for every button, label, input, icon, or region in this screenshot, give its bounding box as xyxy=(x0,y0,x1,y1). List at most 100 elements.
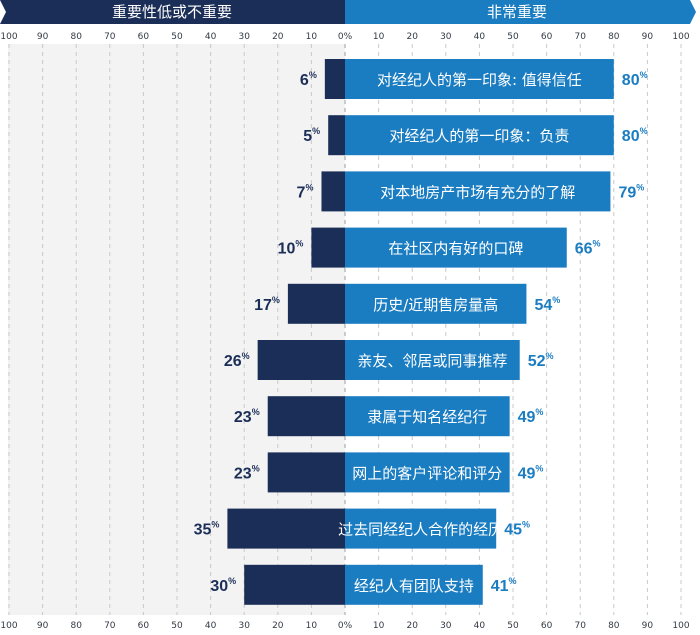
bar-low-importance xyxy=(257,340,345,380)
bar-very-important xyxy=(345,283,527,324)
value-label-left: 26% xyxy=(224,351,250,370)
x-tick-label: 40 xyxy=(205,32,217,42)
x-tick-label: 80 xyxy=(608,621,620,631)
value-label-left: 17% xyxy=(254,295,280,314)
x-tick-label: 40 xyxy=(205,621,217,631)
category-label: 过去同经纪人合作的经历 xyxy=(338,521,503,539)
bar-very-important xyxy=(345,227,567,268)
x-tick-label: 100 xyxy=(672,621,689,631)
category-label: 网上的客户评论和评分 xyxy=(352,464,502,482)
header-left-label: 重要性低或不重要 xyxy=(112,3,232,21)
bar-low-importance xyxy=(328,115,345,156)
x-tick-label: 80 xyxy=(608,32,620,42)
header-left-banner xyxy=(0,0,345,24)
x-tick-label: 20 xyxy=(272,621,284,631)
x-tick-label: 80 xyxy=(70,621,82,631)
header-right-banner xyxy=(345,0,696,24)
bar-low-importance xyxy=(321,171,345,212)
category-label: 在社区内有好的口碑 xyxy=(388,240,523,258)
x-tick-label: 10 xyxy=(306,621,318,631)
x-tick-label: 50 xyxy=(171,32,183,42)
x-tick-label: 70 xyxy=(574,621,586,631)
x-tick-label: 90 xyxy=(642,32,654,42)
value-label-left: 10% xyxy=(278,239,304,258)
bar-low-importance xyxy=(287,283,345,324)
value-label-right: 80% xyxy=(622,126,648,145)
x-tick-label: 70 xyxy=(104,32,116,42)
bar-low-importance xyxy=(227,508,345,549)
bar-low-importance xyxy=(324,59,345,99)
category-label: 隶属于知名经纪行 xyxy=(367,408,487,426)
x-tick-label: 40 xyxy=(474,32,486,42)
x-tick-label: 20 xyxy=(406,621,418,631)
value-label-right: 80% xyxy=(622,70,648,89)
bar-very-important xyxy=(345,396,510,437)
x-tick-label: 90 xyxy=(37,32,49,42)
value-label-left: 23% xyxy=(234,463,260,482)
bar-low-importance xyxy=(267,396,345,437)
x-tick-label: 60 xyxy=(541,621,553,631)
x-axis-bottom: 100 90 80 70 60 50 40 30 20 10 0% 10 20 30 40 50 60 70 80 9… xyxy=(0,621,689,631)
x-tick-label: 40 xyxy=(474,621,486,631)
value-label-left: 6% xyxy=(300,70,317,89)
bars: 对经纪人的第一印象: 值得信任 6% 80% 对经纪人的第一印象：负责 5% 80% 对本地… xyxy=(194,59,648,605)
x-tick-label: 60 xyxy=(541,32,553,42)
value-label-right: 49% xyxy=(518,407,544,426)
bar-very-important xyxy=(345,340,520,380)
x-tick-label: 10 xyxy=(373,32,385,42)
x-tick-label: 20 xyxy=(406,32,418,42)
bar-very-important xyxy=(345,171,611,212)
x-tick-label: 10 xyxy=(306,32,318,42)
x-tick-label: 50 xyxy=(171,621,183,631)
x-tick-label: 0% xyxy=(338,621,353,631)
value-label-left: 30% xyxy=(210,576,236,595)
x-tick-label: 80 xyxy=(70,32,82,42)
bar-low-importance xyxy=(267,452,345,493)
header-right-label: 非常重要 xyxy=(487,3,547,21)
x-tick-label: 30 xyxy=(440,621,452,631)
category-label: 对本地房产市场有充分的了解 xyxy=(380,183,575,201)
value-label-right: 41% xyxy=(491,576,517,595)
value-label-left: 7% xyxy=(297,182,314,201)
x-tick-label: 10 xyxy=(373,621,385,631)
value-label-left: 5% xyxy=(303,126,320,145)
bar-very-important xyxy=(345,508,497,549)
category-label: 对经纪人的第一印象: 值得信任 xyxy=(377,71,582,89)
category-label: 对经纪人的第一印象：负责 xyxy=(389,127,569,145)
x-tick-label: 100 xyxy=(0,32,17,42)
value-label-left: 23% xyxy=(234,407,260,426)
category-label: 经纪人有团队支持 xyxy=(354,577,474,595)
bar-very-important xyxy=(345,59,614,99)
x-tick-label: 70 xyxy=(574,32,586,42)
bar-very-important xyxy=(345,115,614,156)
value-label-right: 79% xyxy=(618,182,644,201)
value-label-right: 45% xyxy=(504,520,530,539)
x-tick-label: 70 xyxy=(104,621,116,631)
x-tick-label: 100 xyxy=(0,621,17,631)
x-tick-label: 100 xyxy=(672,32,689,42)
value-label-left: 35% xyxy=(194,520,220,539)
x-tick-label: 60 xyxy=(138,32,150,42)
x-tick-label: 90 xyxy=(37,621,49,631)
x-tick-label: 60 xyxy=(138,621,150,631)
x-tick-label: 30 xyxy=(238,621,250,631)
bar-very-important xyxy=(345,452,510,493)
value-label-right: 49% xyxy=(518,463,544,482)
value-label-right: 54% xyxy=(534,295,560,314)
bar-very-important xyxy=(345,564,483,605)
bar-low-importance xyxy=(244,564,345,605)
x-tick-label: 20 xyxy=(272,32,284,42)
category-label: 历史/近期售房量高 xyxy=(373,296,498,314)
bar-low-importance xyxy=(311,227,345,268)
value-label-right: 66% xyxy=(575,239,601,258)
x-tick-label: 90 xyxy=(642,621,654,631)
x-tick-label: 30 xyxy=(238,32,250,42)
x-tick-label: 0% xyxy=(338,32,353,42)
x-axis-top: 100 90 80 70 60 50 40 30 20 10 0% 10 20 30 40 50 60 70 80 9… xyxy=(0,32,689,42)
value-label-right: 52% xyxy=(528,351,554,370)
x-tick-label: 50 xyxy=(507,621,519,631)
x-tick-label: 30 xyxy=(440,32,452,42)
category-label: 亲友、邻居或同事推荐 xyxy=(357,352,507,370)
x-tick-label: 50 xyxy=(507,32,519,42)
